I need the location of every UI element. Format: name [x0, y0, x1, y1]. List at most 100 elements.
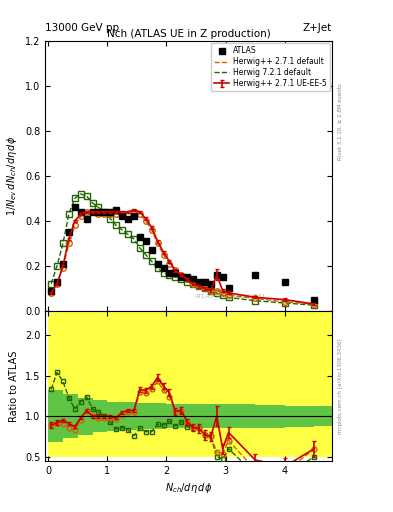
ATLAS — [155, 261, 160, 267]
Herwig 7.2.1 default — [49, 281, 53, 287]
ATLAS — [96, 209, 101, 215]
Herwig++ 2.7.1 default — [55, 281, 59, 287]
ATLAS — [66, 229, 71, 235]
Herwig 7.2.1 default — [108, 216, 113, 222]
Herwig++ 2.7.1 default — [138, 211, 142, 217]
Herwig++ 2.7.1 default — [161, 251, 166, 258]
Y-axis label: Ratio to ATLAS: Ratio to ATLAS — [9, 350, 19, 421]
Herwig++ 2.7.1 default — [143, 218, 148, 224]
ATLAS — [214, 272, 219, 278]
Text: mcplots.cern.ch [arXiv:1306.3436]: mcplots.cern.ch [arXiv:1306.3436] — [338, 338, 343, 434]
Herwig 7.2.1 default — [149, 258, 154, 264]
Text: 13000 GeV pp: 13000 GeV pp — [45, 23, 119, 33]
Herwig 7.2.1 default — [167, 272, 172, 278]
Herwig++ 2.7.1 default — [220, 290, 225, 296]
Herwig 7.2.1 default — [72, 195, 77, 201]
Herwig++ 2.7.1 default — [202, 285, 207, 291]
ATLAS — [191, 276, 195, 283]
ATLAS — [312, 296, 317, 303]
ATLAS — [84, 216, 89, 222]
Text: Z+Jet: Z+Jet — [303, 23, 332, 33]
Herwig 7.2.1 default — [114, 222, 119, 228]
Herwig++ 2.7.1 default — [155, 240, 160, 246]
Herwig++ 2.7.1 default — [167, 261, 172, 267]
Herwig 7.2.1 default — [120, 227, 125, 233]
Herwig++ 2.7.1 default — [108, 211, 113, 217]
Herwig 7.2.1 default — [55, 263, 59, 269]
Herwig++ 2.7.1 default — [149, 227, 154, 233]
Herwig 7.2.1 default — [214, 290, 219, 296]
Herwig 7.2.1 default — [90, 200, 95, 206]
ATLAS — [138, 233, 142, 240]
Herwig++ 2.7.1 default — [196, 283, 201, 289]
Herwig++ 2.7.1 default — [90, 209, 95, 215]
ATLAS — [72, 204, 77, 210]
Herwig++ 2.7.1 default — [102, 211, 107, 217]
ATLAS — [185, 274, 189, 280]
Herwig++ 2.7.1 default — [96, 211, 101, 217]
ATLAS — [179, 274, 184, 280]
Line: Herwig++ 2.7.1 default: Herwig++ 2.7.1 default — [51, 212, 314, 304]
ATLAS — [114, 206, 119, 212]
Herwig 7.2.1 default — [61, 240, 65, 246]
Line: Herwig 7.2.1 default: Herwig 7.2.1 default — [51, 194, 314, 305]
Herwig 7.2.1 default — [220, 292, 225, 298]
Herwig++ 2.7.1 default — [120, 211, 125, 217]
Herwig 7.2.1 default — [138, 245, 142, 251]
ATLAS — [55, 279, 59, 285]
Herwig++ 2.7.1 default — [214, 288, 219, 294]
ATLAS — [78, 209, 83, 215]
Herwig 7.2.1 default — [78, 191, 83, 197]
Herwig++ 2.7.1 default — [173, 267, 178, 273]
Herwig++ 2.7.1 default — [132, 209, 136, 215]
Herwig++ 2.7.1 default — [72, 222, 77, 228]
Y-axis label: $1/N_{ev}\,dN_{ch}/d\eta\,d\phi$: $1/N_{ev}\,dN_{ch}/d\eta\,d\phi$ — [6, 136, 19, 216]
Herwig 7.2.1 default — [226, 294, 231, 301]
Herwig 7.2.1 default — [102, 209, 107, 215]
Herwig++ 2.7.1 default — [114, 211, 119, 217]
Herwig++ 2.7.1 default — [84, 209, 89, 215]
Herwig 7.2.1 default — [173, 274, 178, 280]
Line: ATLAS: ATLAS — [48, 205, 317, 303]
ATLAS — [208, 281, 213, 287]
Herwig++ 2.7.1 default — [179, 272, 184, 278]
Herwig++ 2.7.1 default — [66, 240, 71, 246]
Herwig++ 2.7.1 default — [49, 290, 53, 296]
Herwig 7.2.1 default — [202, 285, 207, 291]
ATLAS — [143, 238, 148, 244]
Herwig++ 2.7.1 default — [185, 276, 189, 283]
Herwig++ 2.7.1 default — [312, 301, 317, 307]
Herwig 7.2.1 default — [185, 279, 189, 285]
Herwig 7.2.1 default — [283, 300, 287, 306]
Herwig++ 2.7.1 default — [78, 214, 83, 220]
Herwig 7.2.1 default — [84, 193, 89, 199]
Herwig++ 2.7.1 default — [226, 292, 231, 298]
Herwig 7.2.1 default — [143, 251, 148, 258]
Herwig 7.2.1 default — [179, 276, 184, 283]
ATLAS — [220, 274, 225, 280]
ATLAS — [196, 279, 201, 285]
Herwig 7.2.1 default — [191, 281, 195, 287]
ATLAS — [108, 209, 113, 215]
ATLAS — [120, 214, 125, 220]
Herwig++ 2.7.1 default — [253, 295, 257, 302]
ATLAS — [90, 209, 95, 215]
Herwig 7.2.1 default — [208, 288, 213, 294]
Text: Rivet 3.1.10, ≥ 2.8M events: Rivet 3.1.10, ≥ 2.8M events — [338, 83, 343, 160]
Herwig++ 2.7.1 default — [283, 299, 287, 305]
Herwig 7.2.1 default — [196, 283, 201, 289]
Herwig 7.2.1 default — [66, 211, 71, 217]
ATLAS — [167, 269, 172, 275]
ATLAS — [149, 247, 154, 253]
Herwig 7.2.1 default — [155, 265, 160, 271]
ATLAS — [61, 261, 65, 267]
Herwig++ 2.7.1 default — [61, 265, 65, 271]
ATLAS — [202, 279, 207, 285]
Herwig 7.2.1 default — [253, 297, 257, 304]
Herwig 7.2.1 default — [161, 269, 166, 275]
ATLAS — [283, 279, 287, 285]
Herwig++ 2.7.1 default — [208, 288, 213, 294]
ATLAS — [226, 285, 231, 291]
Herwig 7.2.1 default — [126, 231, 130, 238]
Herwig 7.2.1 default — [96, 204, 101, 210]
